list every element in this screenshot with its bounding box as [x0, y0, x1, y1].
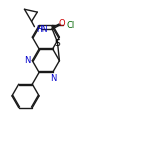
Text: O: O — [59, 19, 65, 28]
Text: Cl: Cl — [67, 21, 75, 30]
Text: N: N — [24, 56, 30, 65]
Text: HN: HN — [37, 25, 48, 34]
Text: S: S — [54, 39, 60, 48]
Text: N: N — [50, 74, 57, 83]
